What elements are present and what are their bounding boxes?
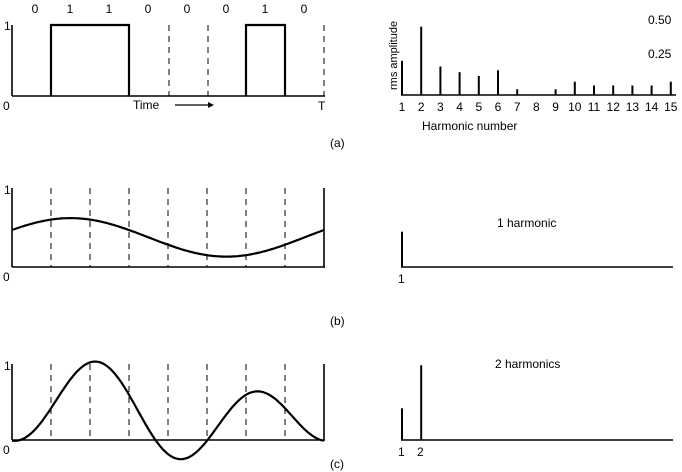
level-one-label: 1 <box>4 183 11 197</box>
harmonic-count-label: 1 harmonic <box>497 216 556 230</box>
panel-b-spectrum: 1 harmonic 1 <box>398 216 673 286</box>
tick-025: 0.25 <box>648 47 672 61</box>
origin-zero-label: 0 <box>3 99 10 113</box>
caption-b: (b) <box>330 314 345 328</box>
caption-a: (a) <box>330 136 345 150</box>
bit-label-5: 0 <box>184 2 191 16</box>
panel-a-spectrum: rms amplitude 0.50 0.25 1 2 3 4 5 6 7 8 9 10 11 12 1… <box>388 13 678 133</box>
bit-boundaries <box>50 364 286 440</box>
harmonic-tick-3: 3 <box>437 100 444 114</box>
bit-label-3: 1 <box>106 2 113 16</box>
harmonic-tick-8: 8 <box>533 100 540 114</box>
harmonic-tick-7: 7 <box>514 100 521 114</box>
spectrum-ylabel: rms amplitude <box>388 21 400 90</box>
harmonic-tick-1: 1 <box>399 100 406 114</box>
bit-label-8: 0 <box>301 2 308 16</box>
harmonic-tick-2: 2 <box>418 100 425 114</box>
harmonic-tick-6: 6 <box>495 100 502 114</box>
origin-zero-label: 0 <box>3 443 10 457</box>
harmonic-tick-11: 11 <box>588 100 601 114</box>
fourier-approximation-1 <box>11 217 325 258</box>
origin-zero-label: 0 <box>3 270 10 284</box>
panel-c-spectrum: 2 harmonics 1 2 <box>398 357 673 459</box>
level-one-label: 1 <box>4 19 11 33</box>
bit-label-4: 0 <box>145 2 152 16</box>
time-label: Time <box>133 98 160 112</box>
harmonic-tick-12: 12 <box>607 100 621 114</box>
pulse-bits-2-3 <box>49 23 131 96</box>
harmonic-tick-2: 2 <box>417 445 424 459</box>
spectrum-bars <box>401 365 423 440</box>
harmonic-tick-14: 14 <box>645 100 659 114</box>
panel-c-signal: 1 0 (c) <box>3 359 344 471</box>
panel-b-signal: 1 0 (b) <box>3 183 345 328</box>
harmonic-tick-5: 5 <box>475 100 482 114</box>
end-t-label: T <box>318 99 326 113</box>
harmonic-number-xlabel: Harmonic number <box>422 119 517 133</box>
time-arrowhead-icon <box>208 102 214 108</box>
panel-a-signal: 0 1 1 0 0 0 1 0 1 0 Time T (a) <box>3 2 345 150</box>
level-one-label: 1 <box>4 359 11 373</box>
harmonic-tick-labels: 1 2 3 4 5 6 7 8 9 10 11 12 13 14 15 <box>399 100 678 114</box>
fourier-approximation-2 <box>11 360 325 461</box>
spectrum-bars <box>401 26 672 95</box>
bit-label-6: 0 <box>223 2 230 16</box>
bit-label-1: 0 <box>32 2 39 16</box>
harmonic-tick-15: 15 <box>664 100 678 114</box>
harmonic-tick-1: 1 <box>398 272 405 286</box>
tick-050: 0.50 <box>648 13 672 27</box>
harmonic-count-label: 2 harmonics <box>495 357 560 371</box>
bit-label-7: 1 <box>262 2 269 16</box>
harmonic-tick-1: 1 <box>398 445 405 459</box>
harmonic-tick-10: 10 <box>568 100 582 114</box>
harmonic-tick-13: 13 <box>626 100 640 114</box>
pulse-bit-7 <box>244 23 287 96</box>
bit-boundaries <box>50 188 286 267</box>
bit-label-2: 1 <box>67 2 74 16</box>
harmonic-tick-9: 9 <box>552 100 559 114</box>
harmonic-tick-4: 4 <box>456 100 463 114</box>
caption-c: (c) <box>330 457 344 471</box>
